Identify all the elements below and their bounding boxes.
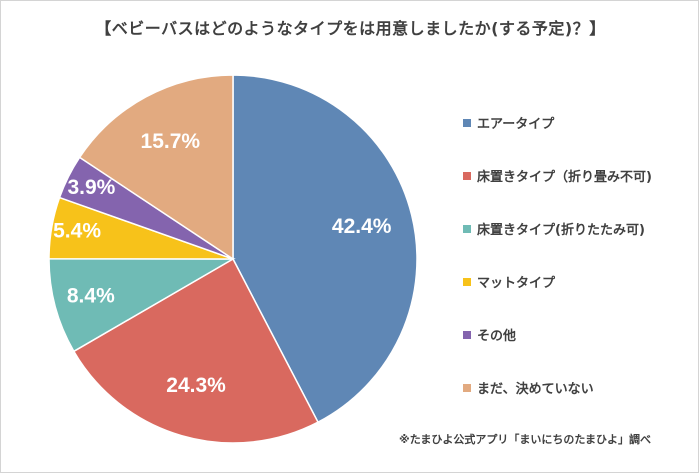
pie-slice-undecided	[78, 74, 234, 261]
legend-label-floor-folding: 床置きタイプ(折りたたみ可)	[477, 223, 645, 238]
legend-swatch-floor-folding	[463, 225, 471, 233]
legend-swatch-mat-type	[463, 278, 471, 286]
legend-item-other: その他	[463, 325, 516, 344]
source-note: ※たまひよ公式アプリ「まいにちのたまひよ」調べ	[399, 433, 652, 446]
legend-swatch-other	[463, 331, 471, 339]
data-label-floor-folding: 8.4%	[67, 285, 115, 308]
legend-label-other: その他	[477, 329, 517, 344]
data-label-floor-nonfolding: 24.3%	[166, 374, 226, 397]
pie-slice-air-type	[232, 74, 418, 424]
pie-slice-floor-folding	[48, 257, 236, 353]
data-label-air-type: 42.4%	[332, 215, 392, 238]
legend-item-mat-type: マットタイプ	[463, 272, 555, 291]
legend-swatch-floor-nonfolding	[463, 172, 471, 180]
legend-label-floor-nonfolding: 床置きタイプ（折り畳み不可)	[477, 170, 652, 185]
data-label-undecided: 15.7%	[141, 130, 201, 153]
data-label-other: 3.9%	[67, 176, 115, 199]
chart-title: 【ベビーバスはどのようなタイプをは用意しましたか(する予定)？】	[95, 19, 606, 38]
legend-item-floor-folding: 床置きタイプ(折りたたみ可)	[463, 219, 645, 238]
legend-item-air-type: エアータイプ	[463, 113, 554, 132]
pie-slice-floor-nonfolding	[72, 257, 320, 444]
legend-label-mat-type: マットタイプ	[477, 276, 556, 291]
legend-swatch-undecided	[463, 384, 471, 392]
legend-label-air-type: エアータイプ	[477, 117, 555, 132]
data-label-mat-type: 5.4%	[53, 220, 101, 243]
legend-swatch-air-type	[463, 119, 471, 127]
legend-item-undecided: まだ、決めていない	[463, 378, 594, 397]
legend-label-undecided: まだ、決めていない	[477, 382, 594, 397]
legend-item-floor-nonfolding: 床置きタイプ（折り畳み不可)	[463, 166, 652, 185]
